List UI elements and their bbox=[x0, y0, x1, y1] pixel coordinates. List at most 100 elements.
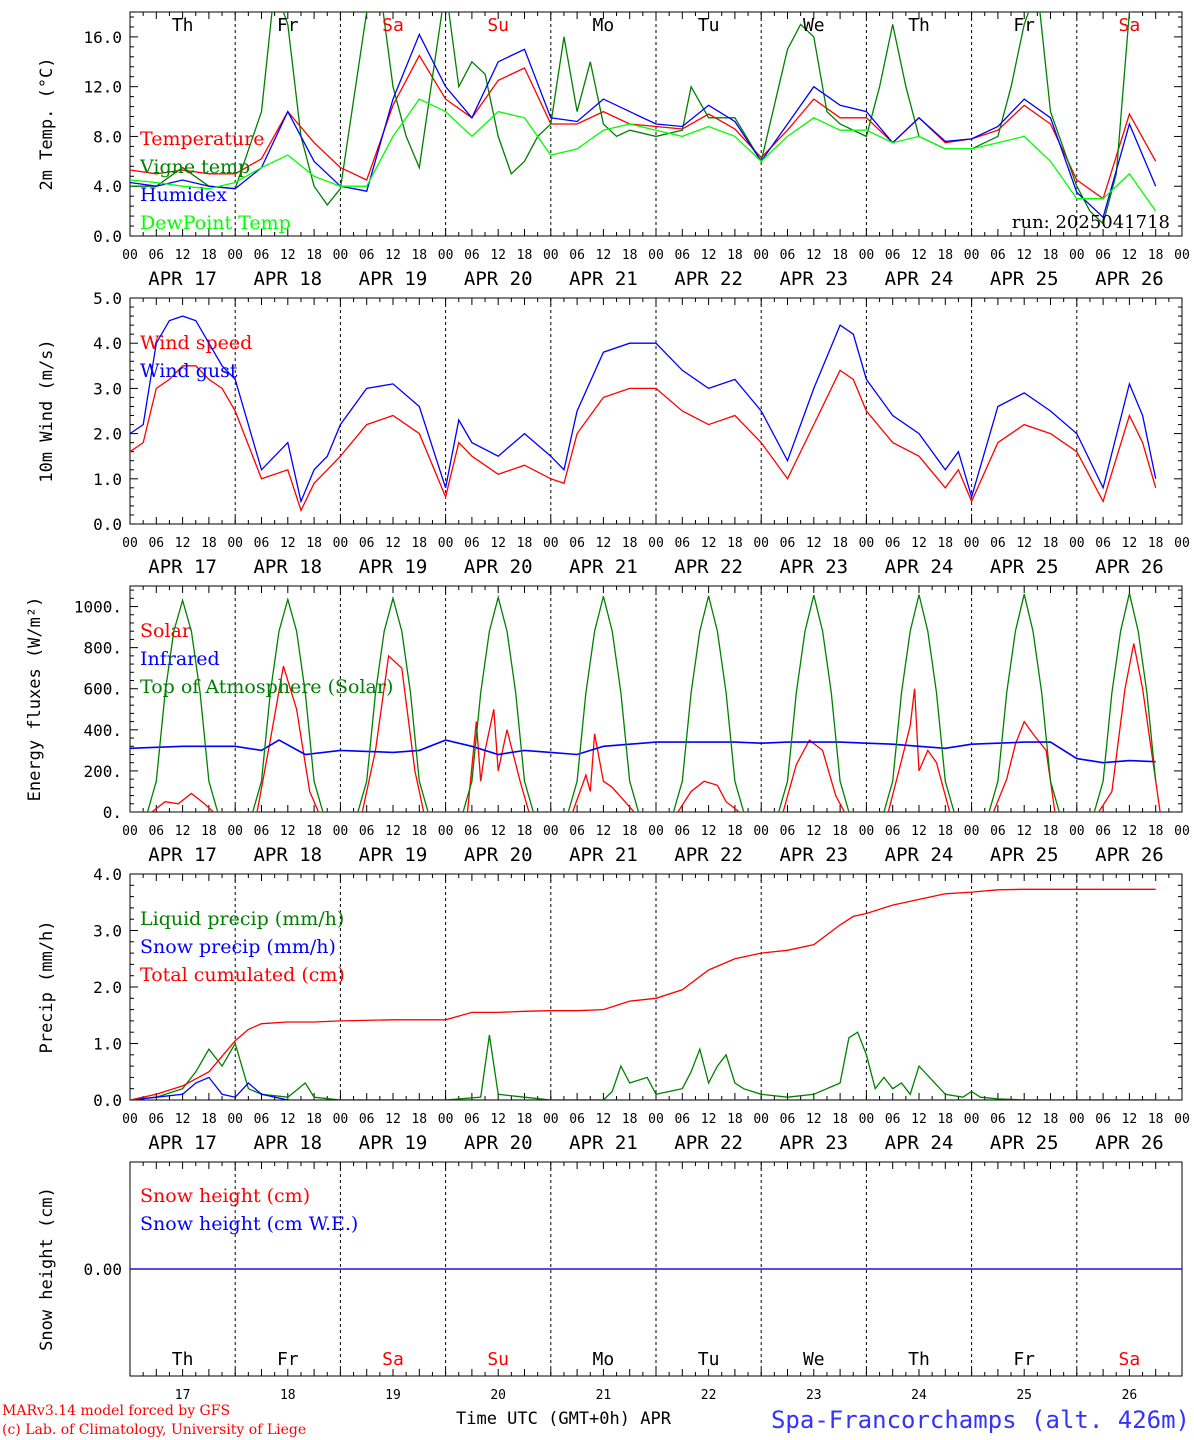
hour-label: 06 bbox=[1095, 1112, 1111, 1127]
day-number-label: 24 bbox=[911, 1388, 927, 1403]
hour-label: 18 bbox=[622, 1112, 638, 1127]
hour-label: 00 bbox=[227, 824, 243, 839]
day-of-week-label: Mo bbox=[593, 15, 615, 36]
hour-label: 00 bbox=[1174, 536, 1190, 551]
hour-label: 12 bbox=[280, 536, 296, 551]
day-of-week-label: Sa bbox=[382, 15, 404, 36]
day-number-label: 25 bbox=[1016, 1388, 1032, 1403]
series-line-dewpoint-temp bbox=[130, 98, 1157, 212]
y-tick-label: 600. bbox=[83, 680, 122, 699]
hour-label: 00 bbox=[648, 248, 664, 263]
hour-label: 12 bbox=[701, 824, 717, 839]
date-label: APR 19 bbox=[359, 1132, 428, 1154]
hour-label: 06 bbox=[254, 824, 270, 839]
day-number-label: 19 bbox=[385, 1388, 401, 1403]
hour-label: 06 bbox=[359, 536, 375, 551]
day-of-week-label: We bbox=[803, 1349, 825, 1370]
footer: MARv3.14 model forced by GFS (c) Lab. of… bbox=[2, 1403, 1190, 1438]
hour-label: 18 bbox=[517, 248, 533, 263]
hour-label: 12 bbox=[911, 1112, 927, 1127]
date-label: APR 25 bbox=[990, 268, 1059, 290]
date-label: APR 23 bbox=[779, 844, 848, 866]
hour-label: 18 bbox=[937, 536, 953, 551]
date-label: APR 17 bbox=[148, 556, 217, 578]
hour-label: 00 bbox=[1069, 536, 1085, 551]
hour-label: 06 bbox=[569, 536, 585, 551]
day-of-week-label: Fr bbox=[277, 1349, 299, 1370]
hour-label: 18 bbox=[201, 824, 217, 839]
date-label: APR 22 bbox=[674, 556, 743, 578]
hour-label: 06 bbox=[990, 248, 1006, 263]
y-tick-label: 4.0 bbox=[93, 865, 122, 884]
date-label: APR 26 bbox=[1095, 268, 1164, 290]
day-number-label: 23 bbox=[806, 1388, 822, 1403]
hour-label: 06 bbox=[254, 536, 270, 551]
hour-label: 18 bbox=[622, 248, 638, 263]
hour-label: 12 bbox=[1122, 248, 1138, 263]
panel-2: 0.0 1.0 2.0 3.0 4.0 5.0 10m Wind (m/s) Wind spe… bbox=[37, 289, 1190, 578]
day-number-label: 26 bbox=[1122, 1388, 1138, 1403]
hour-label: 06 bbox=[780, 1112, 796, 1127]
day-of-week-label: Th bbox=[172, 1349, 194, 1370]
date-label: APR 22 bbox=[674, 844, 743, 866]
hour-label: 06 bbox=[148, 536, 164, 551]
hour-label: 00 bbox=[1069, 824, 1085, 839]
hour-label: 12 bbox=[806, 1112, 822, 1127]
hour-label: 06 bbox=[464, 248, 480, 263]
day-number-label: 20 bbox=[490, 1388, 506, 1403]
hour-label: 12 bbox=[806, 248, 822, 263]
hour-label: 06 bbox=[990, 536, 1006, 551]
y-tick-label: 2.0 bbox=[93, 978, 122, 997]
hour-label: 06 bbox=[780, 536, 796, 551]
hour-label: 00 bbox=[438, 536, 454, 551]
day-of-week-label: Sa bbox=[1119, 1349, 1141, 1370]
hour-label: 00 bbox=[333, 824, 349, 839]
hour-label: 18 bbox=[937, 248, 953, 263]
hour-label: 18 bbox=[832, 824, 848, 839]
y-tick-label: 16.0 bbox=[83, 28, 122, 47]
date-label: APR 26 bbox=[1095, 844, 1164, 866]
hour-label: 06 bbox=[359, 824, 375, 839]
hour-label: 18 bbox=[306, 536, 322, 551]
series-line-snow-precip-mm-h- bbox=[130, 1076, 1156, 1100]
hour-label: 00 bbox=[1069, 1112, 1085, 1127]
hour-label: 06 bbox=[359, 1112, 375, 1127]
date-label: APR 26 bbox=[1095, 1132, 1164, 1154]
hour-label: 12 bbox=[175, 1112, 191, 1127]
day-number-label: 22 bbox=[701, 1388, 717, 1403]
hour-label: 12 bbox=[175, 248, 191, 263]
y-tick-label: 0.0 bbox=[93, 1091, 122, 1110]
hour-label: 12 bbox=[385, 536, 401, 551]
y-axis-label: 10m Wind (m/s) bbox=[37, 339, 57, 482]
hour-label: 00 bbox=[1174, 824, 1190, 839]
hour-label: 00 bbox=[964, 824, 980, 839]
hour-label: 00 bbox=[227, 1112, 243, 1127]
hour-label: 06 bbox=[359, 248, 375, 263]
hour-label: 00 bbox=[1174, 1112, 1190, 1127]
hour-label: 12 bbox=[1016, 824, 1032, 839]
station-title: Spa-Francorchamps (alt. 426m) bbox=[771, 1406, 1190, 1434]
y-tick-label: 0.0 bbox=[93, 227, 122, 246]
hour-label: 18 bbox=[517, 1112, 533, 1127]
hour-label: 06 bbox=[674, 248, 690, 263]
hour-label: 18 bbox=[306, 824, 322, 839]
hour-label: 18 bbox=[201, 536, 217, 551]
y-tick-label: 1000. bbox=[74, 598, 122, 617]
credit-line-2: (c) Lab. of Climatology, University of L… bbox=[2, 1422, 306, 1438]
hour-label: 00 bbox=[648, 536, 664, 551]
day-of-week-label: Tu bbox=[698, 15, 720, 36]
x-axis-label: Time UTC (GMT+0h) APR bbox=[456, 1409, 672, 1429]
hour-label: 18 bbox=[832, 1112, 848, 1127]
panel-5: 0.00 Snow height (cm) Snow height (cm) Snow… bbox=[37, 1161, 1183, 1403]
hour-label: 12 bbox=[1122, 1112, 1138, 1127]
hour-label: 00 bbox=[333, 536, 349, 551]
hour-label: 12 bbox=[596, 1112, 612, 1127]
y-tick-label: 800. bbox=[83, 639, 122, 658]
hour-label: 12 bbox=[490, 248, 506, 263]
hour-label: 06 bbox=[1095, 536, 1111, 551]
hour-label: 00 bbox=[122, 248, 138, 263]
hour-label: 00 bbox=[964, 1112, 980, 1127]
hour-label: 18 bbox=[1148, 536, 1164, 551]
date-label: APR 23 bbox=[779, 1132, 848, 1154]
hour-label: 12 bbox=[1016, 248, 1032, 263]
